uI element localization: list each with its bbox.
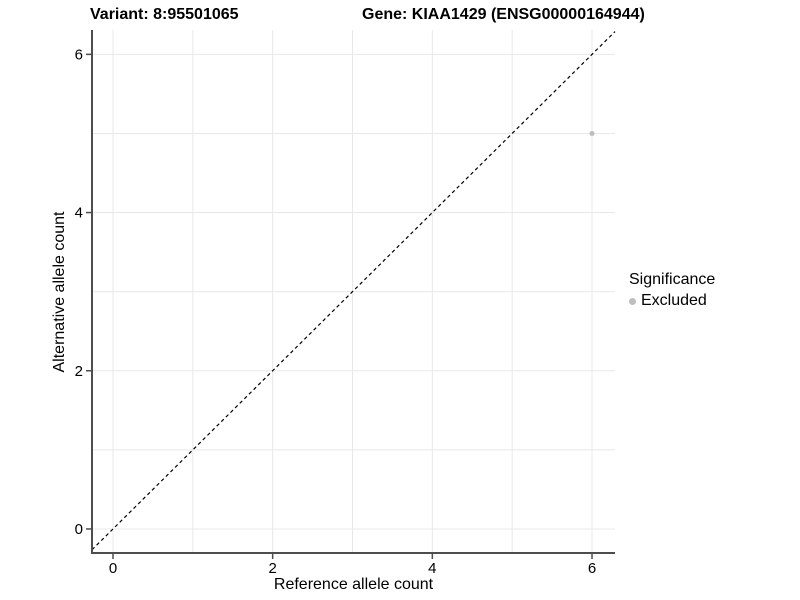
legend: Significance Excluded: [629, 271, 715, 310]
plot-title-variant: Variant: 8:95501065: [90, 6, 239, 23]
x-tick-label: 0: [109, 560, 117, 577]
x-axis-label: Reference allele count: [273, 576, 434, 593]
data-point: [589, 130, 595, 136]
legend-item-excluded: Excluded: [629, 292, 715, 310]
y-axis-label: Alternative allele count: [51, 211, 68, 373]
y-tick-label: 4: [75, 205, 83, 222]
x-tick-label: 4: [428, 560, 436, 577]
y-tick-label: 6: [75, 46, 83, 63]
y-tick-label: 2: [75, 363, 83, 380]
legend-key-dot: [629, 297, 636, 305]
identity-line: [91, 31, 616, 551]
plot-title-gene: Gene: KIAA1429 (ENSG00000164944): [362, 6, 645, 23]
x-tick-label: 2: [268, 560, 276, 577]
x-tick-label: 6: [588, 560, 596, 577]
legend-item-label: Excluded: [641, 292, 707, 309]
legend-title: Significance: [629, 271, 716, 288]
y-tick-label: 0: [75, 521, 83, 538]
